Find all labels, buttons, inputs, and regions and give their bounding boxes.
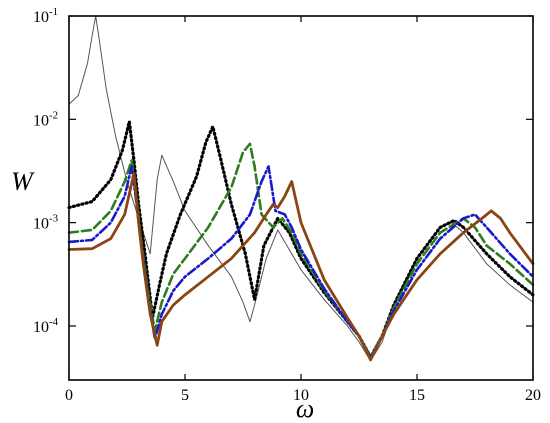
series-line-1 (68, 15, 534, 362)
x-tick-label: 15 (409, 387, 425, 404)
x-tick-label: 5 (181, 387, 189, 404)
series-line-4 (67, 165, 535, 360)
series-layer (67, 15, 535, 362)
x-axis-label: ω (296, 394, 314, 423)
y-tick-label: 10-3 (33, 213, 59, 233)
series-line-2 (67, 120, 535, 359)
y-tick-label: 10-2 (33, 109, 58, 129)
ticks-layer: 0 5 10 15 20 10-4 10-3 10-2 10-1 (33, 6, 541, 404)
plot-frame (68, 15, 534, 381)
y-tick-label: 10-4 (33, 316, 59, 336)
x-tick-label: 10 (293, 387, 309, 404)
y-tick-label: 10-1 (33, 6, 58, 26)
x-tick-label: 20 (525, 387, 541, 404)
x-tick-label: 0 (65, 387, 73, 404)
series-line-5 (67, 171, 535, 362)
y-axis-label: W (11, 167, 35, 196)
